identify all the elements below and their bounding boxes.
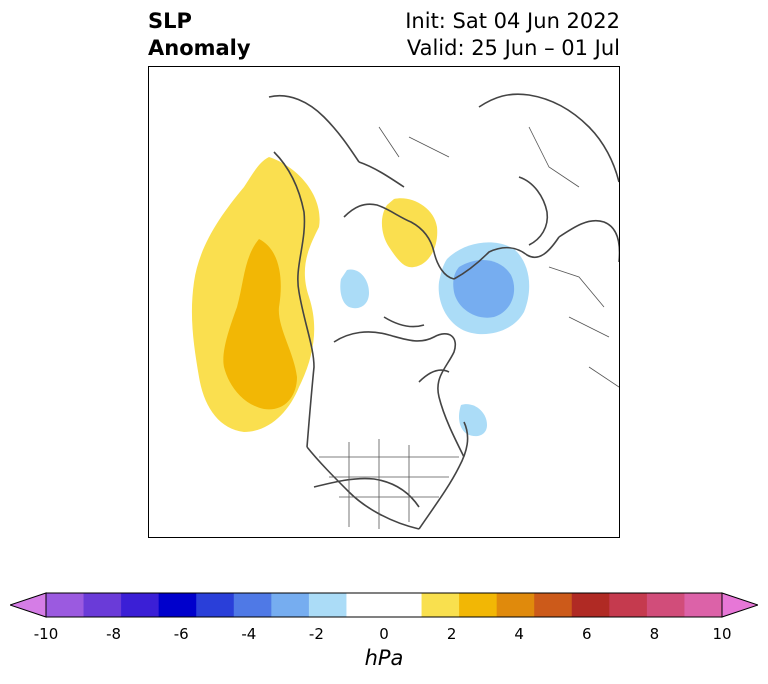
colorbar-tick-label: 6 [582, 625, 592, 643]
init-date: Init: Sat 04 Jun 2022 [405, 9, 620, 33]
anomaly-negative-arctic [340, 269, 369, 309]
title-type: Anomaly [148, 36, 251, 60]
colorbar-cell [609, 593, 648, 617]
colorbar-tick-label: -8 [106, 625, 122, 643]
colorbar-cell [646, 593, 685, 617]
colorbar-extend-high [721, 592, 758, 618]
colorbar-tick-label: -10 [33, 625, 59, 643]
country-borders [319, 126, 619, 529]
colorbar-cell [196, 593, 235, 617]
anomaly-positive-pacific-inner [223, 239, 297, 410]
colorbar-cell [384, 593, 423, 617]
colorbar-outline [45, 592, 723, 618]
colorbar-tick-label: -6 [173, 625, 189, 643]
colorbar-cell [346, 593, 385, 617]
colorbar-tick-label: -2 [308, 625, 324, 643]
colorbar-tick-label: 4 [514, 625, 524, 643]
map-title-left: SLP Anomaly [148, 8, 251, 62]
anomaly-fills [191, 157, 530, 437]
colorbar-tick-label: 8 [649, 625, 660, 643]
colorbar-cell [121, 593, 160, 617]
colorbar-cell [158, 593, 197, 617]
valid-range: Valid: 25 Jun – 01 Jul [406, 36, 620, 60]
colorbar-tick-label: -4 [241, 625, 257, 643]
anomaly-map [191, 93, 619, 530]
colorbar-cell [534, 593, 573, 617]
coastlines [268, 93, 619, 530]
colorbar [10, 592, 758, 618]
colorbar-cell [271, 593, 310, 617]
colorbar-cells [46, 593, 723, 617]
colorbar-cell [421, 593, 460, 617]
map-title-right: Init: Sat 04 Jun 2022 Valid: 25 Jun – 01… [405, 8, 620, 62]
colorbar-cell [83, 593, 122, 617]
colorbar-tick-label: 2 [446, 625, 457, 643]
colorbar-unit-label: hPa [364, 646, 404, 670]
colorbar-cell [308, 593, 347, 617]
colorbar-cell [233, 593, 272, 617]
map-panel [148, 66, 620, 538]
anomaly-negative-scandinavia-inner [453, 260, 515, 318]
colorbar-cell [496, 593, 535, 617]
anomaly-negative-atlantic [459, 404, 487, 437]
anomaly-positive-barents [381, 198, 438, 268]
colorbar-cell [684, 593, 723, 617]
title-variable: SLP [148, 9, 192, 33]
colorbar-cell [571, 593, 610, 617]
colorbar-cell [459, 593, 498, 617]
colorbar-tick-label: 0 [379, 625, 389, 643]
colorbar-cell [46, 593, 85, 617]
colorbar-tick-label: 10 [712, 625, 732, 643]
colorbar-extend-low [10, 592, 47, 618]
